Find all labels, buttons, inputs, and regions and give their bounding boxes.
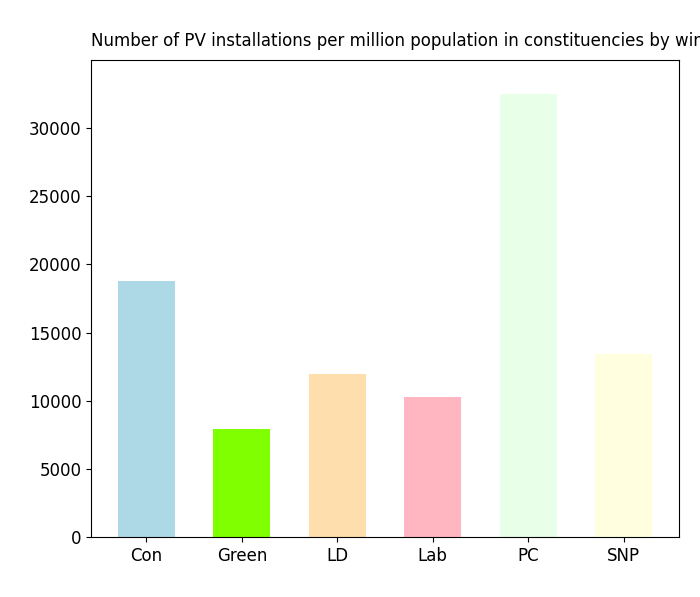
- Bar: [118, 281, 175, 537]
- Bar: [309, 374, 366, 537]
- Bar: [214, 429, 270, 537]
- Bar: [595, 355, 652, 537]
- Text: Number of PV installations per million population in constituencies by winning p: Number of PV installations per million p…: [91, 32, 700, 50]
- Bar: [500, 94, 556, 537]
- Bar: [404, 397, 461, 537]
